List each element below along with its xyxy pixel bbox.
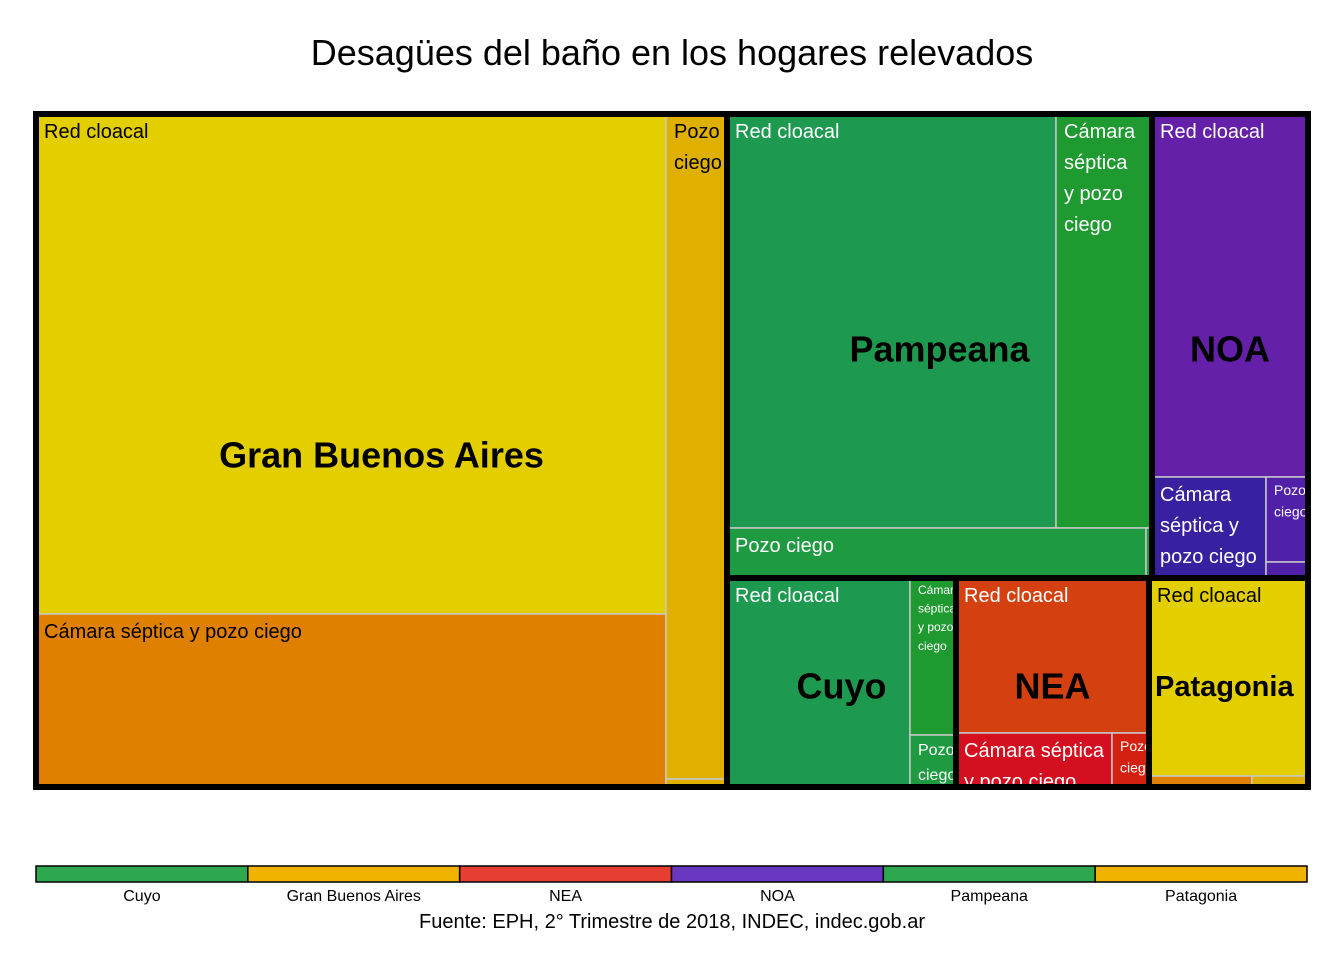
- tile-label-nea-camara-septica-y-pozo-ciego: Cámara séptica y pozo ciego: [964, 740, 1105, 793]
- tile-gran-buenos-aires-red-cloacal: [35, 113, 667, 615]
- region-label-gran-buenos-aires: Gran Buenos Aires: [219, 435, 544, 476]
- tile-label-noa-red-cloacal: Red cloacal: [1160, 121, 1265, 143]
- legend-swatch-patagonia: [1094, 865, 1308, 883]
- legend-swatch-pampeana: [882, 865, 1096, 883]
- legend-label-cuyo: Cuyo: [123, 888, 160, 905]
- tile-label-gran-buenos-aires-red-cloacal: Red cloacal: [44, 121, 149, 143]
- tile-nea-pozo-ciego: [1111, 732, 1150, 788]
- tile-label-cuyo-red-cloacal: Red cloacal: [735, 585, 840, 607]
- legend-label-pampeana: Pampeana: [951, 888, 1028, 905]
- tile-label-nea-red-cloacal: Red cloacal: [964, 585, 1069, 607]
- legend-label-nea: NEA: [549, 888, 582, 905]
- region-label-nea: NEA: [1014, 666, 1090, 707]
- tile-nea-red-cloacal: [955, 577, 1150, 734]
- tile-label-pampeana-red-cloacal: Red cloacal: [735, 121, 840, 143]
- tile-label-noa-camara-septica-y-pozo-ciego: Cámara séptica y pozo ciego: [1160, 484, 1257, 568]
- tile-gran-buenos-aires-pozo-ciego: [665, 113, 728, 780]
- tile-noa-red-cloacal: [1151, 113, 1309, 478]
- legend-swatch-gran-buenos-aires: [247, 865, 461, 883]
- region-border-patagonia: [1146, 575, 1311, 790]
- tile-patagonia-red-cloacal: [1148, 577, 1309, 777]
- legend-swatch-nea: [458, 865, 673, 883]
- region-label-cuyo: Cuyo: [797, 666, 887, 707]
- tile-cuyo-pozo-ciego: [909, 734, 957, 788]
- tile-label-gran-buenos-aires-pozo-ciego: Pozo ciego: [674, 121, 722, 174]
- legend-swatch-cuyo: [35, 865, 249, 883]
- tile-cuyo-red-cloacal: [726, 577, 911, 788]
- tile-label-pampeana-pozo-ciego: Pozo ciego: [735, 535, 834, 557]
- region-label-pampeana: Pampeana: [849, 329, 1030, 370]
- region-label-noa: NOA: [1190, 329, 1270, 370]
- region-borders: [33, 111, 1311, 790]
- region-labels: Gran Buenos Aires Pampeana NOA Cuyo NEA Patag…: [219, 329, 1294, 707]
- tile-label-cuyo-pozo-ciego: Pozo ciego: [918, 742, 956, 784]
- tile-pampeana-red-cloacal: [726, 113, 1057, 529]
- legend-label-noa: NOA: [760, 888, 795, 905]
- tile-gran-buenos-aires-camara-septica-y-pozo-ciego: [35, 613, 667, 788]
- chart-title: Desagües del baño en los hogares relevad…: [310, 32, 1034, 73]
- legend-swatch-noa: [670, 865, 885, 883]
- tile-label-noa-pozo-ciego: Pozo ciego: [1274, 482, 1308, 520]
- legend-label-gran-buenos-aires: Gran Buenos Aires: [287, 888, 421, 905]
- tile-label-gran-buenos-aires-camara-septica-y-pozo-ciego: Cámara séptica y pozo ciego: [44, 621, 302, 643]
- region-label-patagonia: Patagonia: [1155, 671, 1294, 703]
- tile-label-cuyo-camara-septica-y-pozo-ciego: Cámara séptica y pozo ciego: [918, 583, 961, 653]
- tile-label-pampeana-camara-septica-y-pozo-ciego: Cámara séptica y pozo ciego: [1064, 121, 1136, 236]
- tile-label-patagonia-red-cloacal: Red cloacal: [1157, 585, 1262, 607]
- tiles: [35, 113, 1309, 788]
- chart-caption: Fuente: EPH, 2° Trimestre de 2018, INDEC…: [418, 911, 925, 933]
- tile-labels: Red cloacal Cámara séptica y pozo ciego Po…: [44, 121, 1308, 793]
- legend-label-patagonia: Patagonia: [1165, 888, 1237, 905]
- tile-label-nea-pozo-ciego: Pozo ciego: [1120, 738, 1154, 776]
